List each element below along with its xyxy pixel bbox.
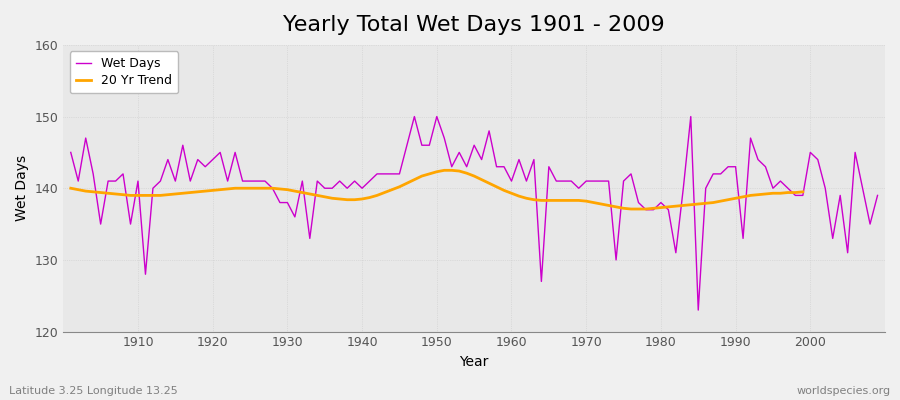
- Wet Days: [603, 179, 614, 184]
- 20 Yr Trend: [290, 189, 301, 194]
- Legend: Wet Days, 20 Yr Trend: Wet Days, 20 Yr Trend: [69, 51, 178, 93]
- Wet Days: [693, 308, 704, 312]
- Text: worldspecies.org: worldspecies.org: [796, 386, 891, 396]
- Y-axis label: Wet Days: Wet Days: [15, 155, 29, 221]
- Wet Days: [66, 150, 77, 155]
- Wet Days: [872, 193, 883, 198]
- Wet Days: [334, 179, 345, 184]
- 20 Yr Trend: [439, 168, 450, 173]
- Text: Latitude 3.25 Longitude 13.25: Latitude 3.25 Longitude 13.25: [9, 386, 178, 396]
- 20 Yr Trend: [238, 186, 248, 191]
- 20 Yr Trend: [66, 186, 77, 191]
- Wet Days: [125, 222, 136, 226]
- Wet Days: [506, 179, 517, 184]
- Wet Days: [290, 214, 301, 219]
- Wet Days: [514, 157, 525, 162]
- 20 Yr Trend: [655, 205, 666, 210]
- Line: Wet Days: Wet Days: [71, 116, 878, 310]
- X-axis label: Year: Year: [460, 355, 489, 369]
- Line: 20 Yr Trend: 20 Yr Trend: [71, 170, 803, 209]
- 20 Yr Trend: [797, 190, 808, 194]
- 20 Yr Trend: [259, 186, 270, 191]
- Title: Yearly Total Wet Days 1901 - 2009: Yearly Total Wet Days 1901 - 2009: [284, 15, 665, 35]
- Wet Days: [409, 114, 419, 119]
- 20 Yr Trend: [626, 207, 636, 212]
- 20 Yr Trend: [431, 169, 442, 174]
- 20 Yr Trend: [462, 171, 472, 176]
